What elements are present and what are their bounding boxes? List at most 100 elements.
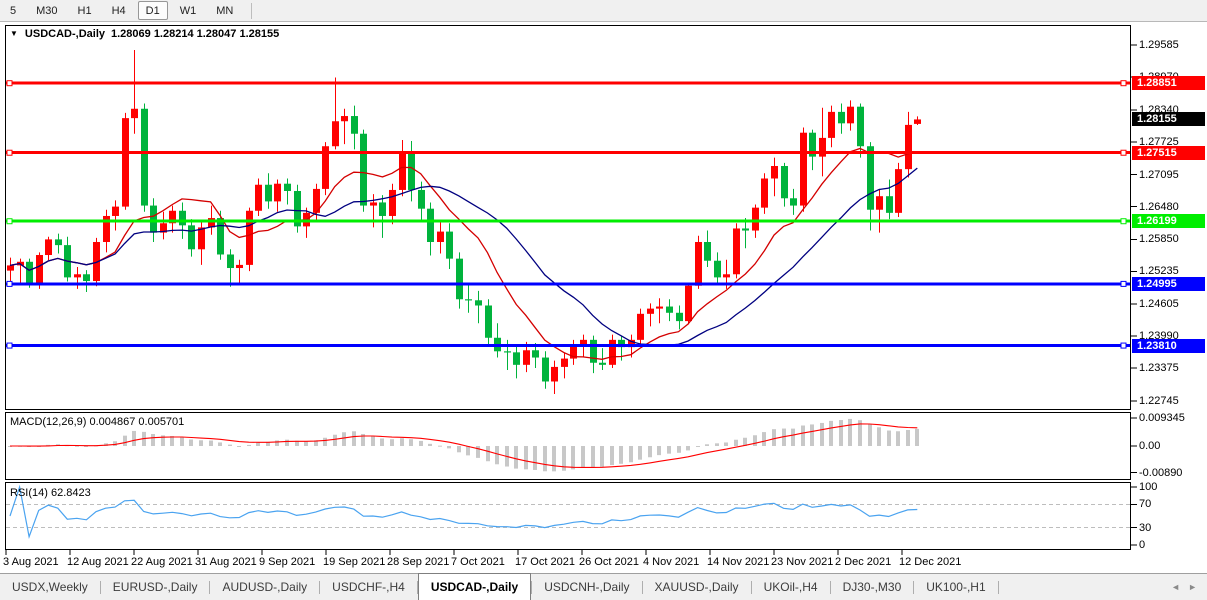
macd-bar [571, 446, 575, 470]
macd-bar [409, 439, 413, 446]
tab-scroll-right-button[interactable]: ► [1188, 582, 1197, 592]
candle-body [647, 308, 654, 314]
macd-bar [686, 446, 690, 451]
macd-bar [333, 434, 337, 446]
candle-body [914, 119, 921, 124]
candle-body [103, 215, 110, 242]
line-handle-icon[interactable] [1120, 280, 1127, 287]
line-handle-icon[interactable] [6, 149, 13, 156]
candle-body [656, 306, 663, 309]
tab-usdx-weekly[interactable]: USDX,Weekly [12, 580, 88, 594]
macd-bar [600, 446, 604, 467]
line-handle-icon[interactable] [1120, 342, 1127, 349]
price-tick-label: 1.22745 [1139, 395, 1179, 407]
candle-body [370, 202, 377, 206]
candle-body [485, 305, 492, 338]
tab-uk100-h1[interactable]: UK100-,H1 [926, 580, 986, 594]
tab-separator [416, 580, 418, 594]
candle-body [618, 339, 625, 348]
candle-body [847, 106, 854, 124]
timeframe-button-5[interactable]: 5 [10, 4, 17, 17]
tab-scroll-left-button[interactable]: ◄ [1171, 582, 1181, 592]
candle-body [418, 189, 425, 209]
tab-dj30-m30[interactable]: DJ30-,M30 [842, 580, 902, 594]
macd-bar [696, 446, 700, 447]
timeframe-button-w1[interactable]: W1 [179, 4, 197, 17]
macd-bar [218, 442, 222, 446]
tab-audusd-daily[interactable]: AUDUSD-,Daily [222, 580, 308, 594]
candle-body [188, 225, 195, 250]
macd-bar [314, 440, 318, 446]
timeframe-button-m30[interactable]: M30 [36, 4, 58, 17]
macd-bar [705, 444, 709, 446]
date-tick-label: 17 Oct 2021 [515, 556, 575, 568]
timeframe-button-mn[interactable]: MN [216, 4, 234, 17]
line-handle-icon[interactable] [6, 80, 13, 87]
date-tick-label: 26 Oct 2021 [579, 556, 639, 568]
tab-usdcad-daily[interactable]: USDCAD-,Daily [417, 573, 532, 600]
macd-bar [753, 435, 757, 446]
price-line-label[interactable]: 1.24995 [1132, 276, 1205, 291]
timeframe-button-h4[interactable]: H4 [111, 4, 126, 17]
candle-body [255, 184, 262, 211]
candle-body [637, 313, 644, 340]
price-line-label[interactable]: 1.28851 [1132, 76, 1205, 91]
candle-body [800, 132, 807, 206]
macd-bar [352, 431, 356, 446]
candle-body [74, 274, 81, 278]
macd-bar [161, 435, 165, 446]
candle-body [399, 153, 406, 190]
tab-ukoil-h4[interactable]: UKOil-,H4 [763, 580, 818, 594]
macd-bar [657, 446, 661, 456]
macd-bar [667, 446, 671, 454]
tab-usdchf-h4[interactable]: USDCHF-,H4 [332, 580, 405, 594]
macd-bar [180, 437, 184, 446]
macd-bar [438, 445, 442, 447]
candle-body [733, 228, 740, 275]
line-handle-icon[interactable] [6, 218, 13, 225]
date-tick-label: 2 Dec 2021 [835, 556, 892, 568]
symbol-tabs-bar: USDX,Weekly EURUSD-,Daily AUDUSD-,Daily USD… [0, 573, 1207, 600]
tab-xauusd-daily[interactable]: XAUUSD-,Daily [654, 580, 739, 594]
candle-body [895, 169, 902, 213]
macd-bar [648, 446, 652, 458]
candle-body [523, 350, 530, 365]
candle-body [828, 111, 835, 138]
candle-body [876, 196, 883, 210]
line-handle-icon[interactable] [1120, 218, 1127, 225]
line-handle-icon[interactable] [6, 280, 13, 287]
macd-bar [199, 440, 203, 446]
macd-bar [762, 432, 766, 446]
line-handle-icon[interactable] [1120, 149, 1127, 156]
price-line-label[interactable]: 1.27515 [1132, 145, 1205, 160]
macd-bar [123, 435, 127, 446]
candle-body [446, 231, 453, 259]
candle-body [246, 210, 253, 265]
macd-bar [84, 446, 88, 447]
macd-bar [256, 442, 260, 446]
candle-body [513, 352, 520, 365]
line-handle-icon[interactable] [1120, 80, 1127, 87]
symbol-dropdown-icon[interactable]: ▼ [10, 29, 18, 38]
line-handle-icon[interactable] [6, 342, 13, 349]
tab-eurusd-daily[interactable]: EURUSD-,Daily [112, 580, 198, 594]
tab-usdcnh-daily[interactable]: USDCNH-,Daily [544, 580, 630, 594]
candle-body [179, 210, 186, 226]
price-line-label[interactable]: 1.26199 [1132, 214, 1205, 229]
candle-body [112, 206, 119, 216]
candle-body [55, 239, 62, 246]
macd-bar [428, 443, 432, 446]
date-tick-label: 4 Nov 2021 [643, 556, 700, 568]
timeframe-button-d1[interactable]: D1 [137, 1, 168, 20]
candle-body [379, 202, 386, 216]
rsi-pane[interactable] [5, 482, 1131, 550]
candle-body [867, 146, 874, 210]
price-line-label[interactable]: 1.23810 [1132, 338, 1205, 353]
macd-bar [75, 445, 79, 447]
candle-body [36, 255, 43, 284]
macd-bar [906, 429, 910, 446]
timeframe-button-h1[interactable]: H1 [77, 4, 92, 17]
candle-body [704, 241, 711, 261]
rsi-line [9, 484, 918, 539]
